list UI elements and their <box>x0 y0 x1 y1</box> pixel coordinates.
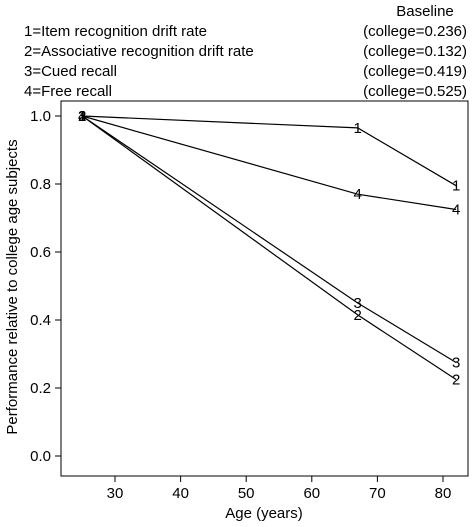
series-3-point: 3 <box>452 355 460 372</box>
axis-ticks: 30 40 50 60 70 80 0.0 0.2 0.4 0.6 0.8 1.0 <box>30 108 451 502</box>
y-tick-label: 0.8 <box>30 176 51 193</box>
legend-entry-1: 1=Item recognition drift rate <box>24 23 207 40</box>
legend-baseline-4: (college=0.525) <box>363 83 467 100</box>
legend-baseline-2: (college=0.132) <box>363 43 467 60</box>
x-axis-label: Age (years) <box>225 505 303 522</box>
legend-entry-2: 2=Associative recognition drift rate <box>24 43 254 60</box>
legend-title: Baseline <box>396 3 454 20</box>
x-tick-label: 30 <box>107 485 124 502</box>
data-lines <box>81 115 457 381</box>
y-tick-label: 0.4 <box>30 312 51 329</box>
series-1-point: 1 <box>78 108 86 125</box>
series-line-1 <box>82 115 457 187</box>
y-axis-label: Performance relative to college age subj… <box>4 139 21 434</box>
y-tick-label: 0.0 <box>30 448 51 465</box>
x-tick-label: 40 <box>172 485 189 502</box>
y-tick-label: 1.0 <box>30 108 51 125</box>
legend: Baseline 1=Item recognition drift rate (… <box>24 3 467 100</box>
series-2-point: 2 <box>78 108 86 125</box>
series-2-point: 2 <box>452 372 460 389</box>
y-tick-label: 0.6 <box>30 244 51 261</box>
series-4-point: 4 <box>354 186 362 203</box>
legend-entry-3: 3=Cued recall <box>24 63 117 80</box>
series-line-4 <box>82 115 457 211</box>
series-3-point: 3 <box>354 295 362 312</box>
legend-baseline-1: (college=0.236) <box>363 23 467 40</box>
y-tick-label: 0.2 <box>30 380 51 397</box>
series-2-point: 2 <box>354 307 362 324</box>
series-4-point: 4 <box>78 108 86 125</box>
x-tick-label: 50 <box>238 485 255 502</box>
series-line-3 <box>81 115 457 364</box>
series-3-point: 3 <box>78 108 86 125</box>
plot-frame <box>60 100 469 477</box>
series-1-point: 1 <box>452 178 460 195</box>
x-tick-label: 70 <box>369 485 386 502</box>
x-tick-label: 60 <box>303 485 320 502</box>
legend-baseline-3: (college=0.419) <box>363 63 467 80</box>
series-line-2 <box>81 115 457 381</box>
series-1-point: 1 <box>354 120 362 137</box>
legend-entry-4: 4=Free recall <box>24 83 112 100</box>
series-4-point: 4 <box>452 202 460 219</box>
x-tick-label: 80 <box>435 485 452 502</box>
